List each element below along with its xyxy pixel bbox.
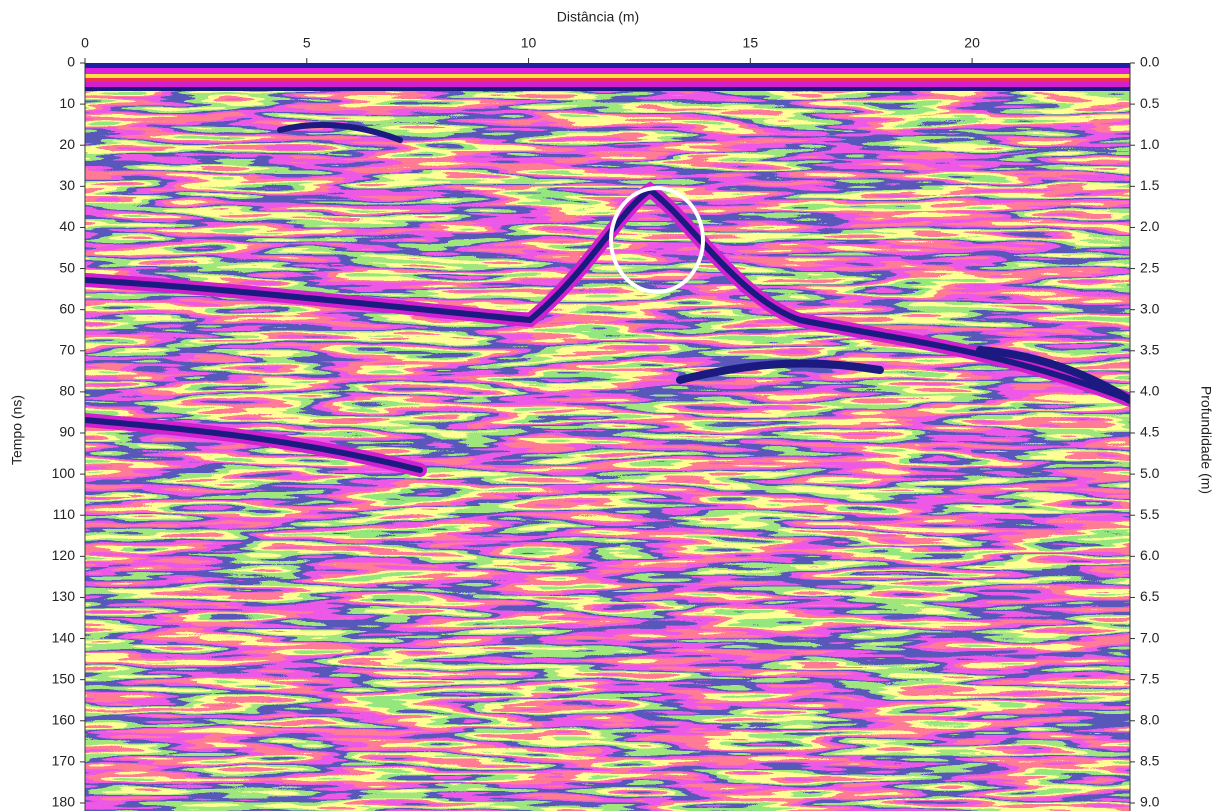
y-tick-label: 180 — [52, 794, 76, 810]
y2-tick-label: 1.0 — [1140, 136, 1160, 152]
y2-tick-label: 7.0 — [1140, 629, 1160, 645]
x-tick-label: 0 — [81, 35, 89, 51]
y-tick-label: 30 — [59, 177, 75, 193]
y2-tick-label: 5.5 — [1140, 506, 1160, 522]
y-tick-label: 100 — [52, 465, 76, 481]
y-tick-label: 10 — [59, 95, 75, 111]
x-tick-label: 5 — [303, 35, 311, 51]
y2-tick-label: 6.0 — [1140, 547, 1160, 563]
y-axis-title: Tempo (ns) — [9, 395, 25, 465]
y2-tick-label: 0.0 — [1140, 54, 1160, 70]
y-tick-label: 160 — [52, 711, 76, 727]
y2-tick-label: 3.0 — [1140, 300, 1160, 316]
y-tick-label: 50 — [59, 259, 75, 275]
y2-tick-label: 7.5 — [1140, 670, 1160, 686]
y2-tick-label: 1.5 — [1140, 177, 1160, 193]
y2-axis-title: Profundidade (m) — [1198, 386, 1214, 494]
y-tick-label: 90 — [59, 424, 75, 440]
chart: Distância (m) Tempo (ns) Profundidade (m… — [0, 0, 1222, 811]
x-tick-label: 20 — [964, 35, 980, 51]
y-tick-label: 0 — [67, 54, 75, 70]
y-tick-label: 140 — [52, 629, 76, 645]
y-tick-label: 150 — [52, 670, 76, 686]
y-tick-label: 170 — [52, 753, 76, 769]
x-axis-title: Distância (m) — [557, 9, 639, 25]
y-tick-label: 40 — [59, 218, 75, 234]
y2-tick-label: 4.5 — [1140, 424, 1160, 440]
x-tick-label: 10 — [521, 35, 537, 51]
y2-tick-label: 4.0 — [1140, 383, 1160, 399]
y2-tick-label: 8.0 — [1140, 711, 1160, 727]
y2-tick-label: 8.5 — [1140, 753, 1160, 769]
radargram-image — [85, 63, 1130, 811]
x-tick-label: 15 — [743, 35, 759, 51]
y-tick-label: 110 — [53, 506, 76, 522]
y-tick-label: 120 — [52, 547, 76, 563]
y2-tick-label: 9.0 — [1140, 794, 1160, 810]
y2-tick-label: 0.5 — [1140, 95, 1160, 111]
y-tick-label: 80 — [59, 383, 75, 399]
y2-tick-label: 2.0 — [1140, 218, 1160, 234]
y-tick-label: 130 — [52, 588, 76, 604]
y2-tick-label: 6.5 — [1140, 588, 1160, 604]
y-tick-label: 60 — [59, 300, 75, 316]
y-tick-label: 20 — [59, 136, 75, 152]
y-tick-label: 70 — [59, 341, 75, 357]
y2-tick-label: 3.5 — [1140, 341, 1160, 357]
y2-tick-label: 2.5 — [1140, 259, 1160, 275]
y2-tick-label: 5.0 — [1140, 465, 1160, 481]
